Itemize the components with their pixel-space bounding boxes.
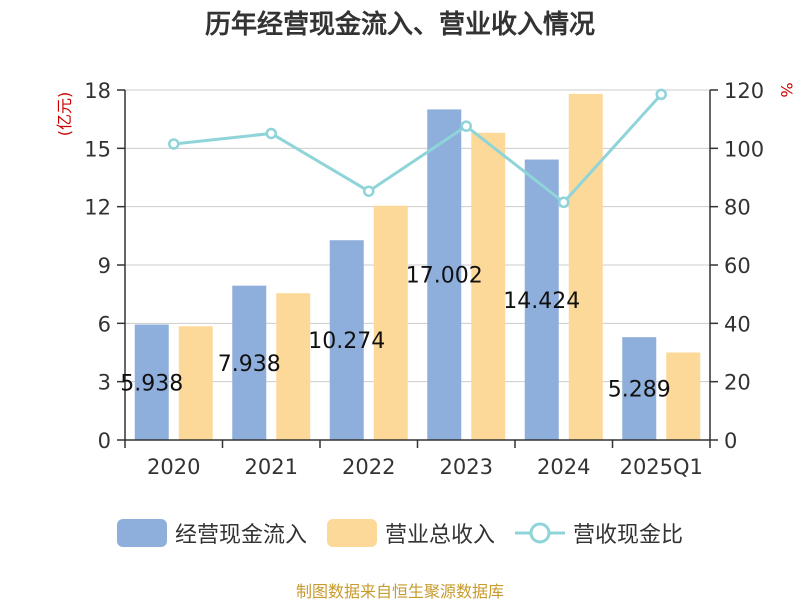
y-tick-label-left: 12 [84, 196, 111, 220]
legend-item-revenue[interactable]: 营业总收入 [326, 517, 495, 549]
chart-title: 历年经营现金流入、营业收入情况 [204, 10, 595, 40]
data-label-cash-inflow: 5.289 [608, 378, 671, 403]
x-tick-label: 2023 [440, 455, 493, 479]
chart-legend: 经营现金流入 营业总收入 营收现金比 [0, 516, 800, 550]
bar-revenue [276, 293, 311, 440]
data-label-cash-inflow: 10.274 [308, 329, 385, 354]
bar-cash-inflow [134, 324, 169, 440]
y-tick-label-right: 60 [724, 254, 751, 278]
y-tick-label-right: 0 [724, 429, 737, 453]
y-tick-label-right: 40 [724, 312, 751, 336]
point-ratio [558, 196, 570, 209]
y-tick-label-right: 80 [724, 196, 751, 220]
y-tick-label-left: 0 [98, 429, 111, 453]
y-tick-label-right: 20 [724, 371, 751, 395]
line-ratio [173, 93, 663, 205]
x-tick-label: 2020 [147, 455, 200, 479]
bar-revenue [666, 352, 701, 440]
bar-revenue [568, 93, 603, 440]
y-tick-label-left: 18 [84, 79, 111, 103]
legend-item-cash-inflow[interactable]: 经营现金流入 [116, 517, 307, 549]
bar-cash-inflow [622, 337, 657, 440]
bar-cash-inflow [427, 109, 462, 441]
x-tick-label: 2024 [537, 455, 590, 479]
x-tick-label: 2021 [245, 455, 298, 479]
bar-revenue [178, 326, 213, 440]
bar-cash-inflow [329, 240, 364, 440]
y-tick-label-left: 9 [98, 254, 111, 278]
point-ratio [460, 120, 472, 132]
y-tick-label-left: 6 [98, 312, 111, 336]
legend-item-ratio[interactable]: 营收现金比 [515, 517, 683, 549]
data-label-cash-inflow: 14.424 [503, 289, 580, 314]
point-ratio [655, 88, 667, 101]
legend-swatch-cash-inflow [116, 519, 167, 547]
y-axis-unit-right: % [777, 82, 796, 97]
bar-cash-inflow [232, 285, 267, 440]
bar-cash-inflow [524, 159, 559, 441]
data-label-cash-inflow: 17.002 [406, 264, 483, 289]
legend-label-ratio: 营收现金比 [573, 523, 684, 548]
data-label-cash-inflow: 7.938 [218, 352, 281, 377]
bar-revenue [373, 205, 408, 440]
point-ratio [363, 185, 375, 197]
y-tick-label-left: 3 [98, 371, 111, 395]
legend-label-revenue: 营业总收入 [384, 523, 495, 548]
x-tick-label: 2022 [342, 455, 395, 479]
source-note: 制图数据来自恒生聚源数据库 [295, 582, 504, 601]
legend-swatch-ratio [515, 522, 565, 544]
data-label-cash-inflow: 5.938 [120, 371, 183, 396]
y-tick-label-right: 120 [724, 79, 764, 103]
y-axis-unit-left: (亿元) [55, 92, 74, 137]
legend-label-cash-inflow: 经营现金流入 [174, 523, 307, 548]
point-ratio [168, 138, 180, 150]
bar-revenue [471, 132, 506, 440]
point-ratio [265, 127, 277, 140]
y-tick-label-left: 15 [84, 137, 111, 161]
y-tick-label-right: 100 [724, 137, 764, 161]
legend-swatch-revenue [326, 519, 377, 547]
x-tick-label: 2025Q1 [620, 455, 703, 479]
